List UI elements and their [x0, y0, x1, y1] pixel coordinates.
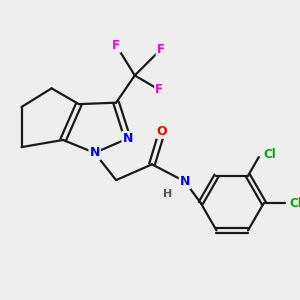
Text: F: F	[112, 39, 120, 52]
Text: O: O	[157, 125, 167, 138]
Text: F: F	[157, 43, 165, 56]
Text: F: F	[155, 83, 163, 96]
Text: N: N	[180, 175, 190, 188]
Text: Cl: Cl	[263, 148, 276, 161]
Text: N: N	[89, 146, 100, 159]
Text: N: N	[122, 132, 133, 145]
Text: H: H	[163, 189, 172, 199]
Text: Cl: Cl	[290, 196, 300, 209]
